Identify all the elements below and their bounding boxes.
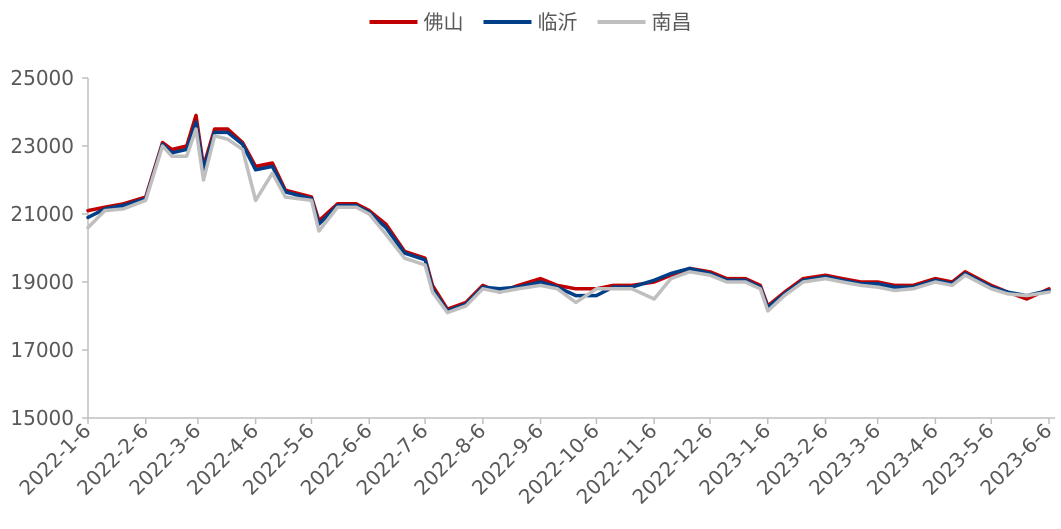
y-tick-label: 25000 <box>10 66 74 90</box>
legend-label-1: 临沂 <box>538 10 578 34</box>
y-tick-label: 15000 <box>10 406 74 430</box>
series-line-2 <box>86 127 1051 315</box>
y-tick-label: 17000 <box>10 338 74 362</box>
series-line-0 <box>86 113 1051 311</box>
y-tick-label: 23000 <box>10 134 74 158</box>
legend: 佛山 临沂 南昌 <box>369 10 692 34</box>
x-tick-labels: 2022-1-62022-2-62022-3-62022-4-62022-5-6… <box>14 419 1056 509</box>
legend-label-2: 南昌 <box>652 10 692 34</box>
y-tick-label: 19000 <box>10 270 74 294</box>
legend-label-0: 佛山 <box>424 10 464 34</box>
y-tick-labels: 15000 17000 19000 21000 23000 25000 <box>10 66 74 430</box>
series-lines <box>86 113 1051 315</box>
axes <box>82 77 1055 424</box>
y-tick-label: 21000 <box>10 202 74 226</box>
series-line-1 <box>86 120 1051 313</box>
